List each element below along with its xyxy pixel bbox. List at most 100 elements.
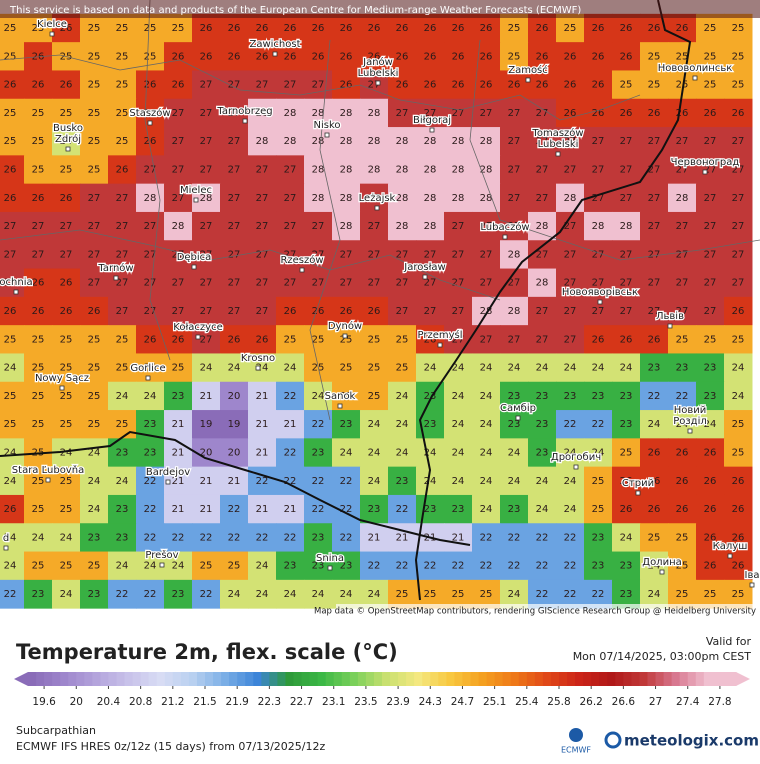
temp-value: 26	[312, 51, 325, 62]
city-label: Leżajsk	[359, 193, 396, 204]
temp-cell	[584, 13, 613, 43]
temp-cell	[52, 296, 81, 326]
temp-cell	[248, 551, 277, 581]
temp-value: 23	[88, 532, 101, 543]
temp-cell	[248, 523, 277, 553]
temp-value: 23	[508, 419, 521, 430]
temp-cell	[164, 127, 193, 156]
temp-cell	[164, 211, 193, 241]
temp-cell	[360, 268, 389, 298]
temp-value: 28	[312, 108, 325, 119]
temp-cell	[108, 183, 137, 213]
temp-value: 28	[480, 165, 493, 176]
temp-value: 27	[620, 193, 633, 204]
city-dot	[659, 569, 665, 575]
temp-value: 27	[256, 306, 269, 317]
temp-cell	[668, 240, 697, 270]
temp-value: 25	[704, 589, 717, 600]
temp-cell	[612, 551, 641, 581]
temp-cell	[332, 410, 361, 439]
temp-value: 27	[228, 136, 241, 147]
temp-value: 25	[32, 504, 45, 515]
temp-value: 25	[60, 476, 73, 487]
temp-cell	[248, 211, 277, 241]
city-dot	[272, 51, 278, 57]
temp-cell	[584, 127, 613, 156]
temp-value: 22	[172, 532, 185, 543]
city-label: Tarnobrzeg	[216, 106, 272, 117]
brand[interactable]: meteologix.com	[624, 732, 759, 750]
temp-value: 26	[60, 278, 73, 289]
temp-cell	[52, 98, 81, 128]
temp-value: 22	[396, 561, 409, 572]
city-label: Долина	[642, 557, 682, 568]
temp-value: 27	[704, 306, 717, 317]
temp-value: 21	[172, 448, 185, 459]
temp-value: 24	[704, 419, 717, 430]
colorbar-segment	[559, 672, 568, 686]
temp-cell	[640, 127, 669, 156]
temp-cell	[360, 551, 389, 581]
temp-cell	[612, 240, 641, 270]
temp-cell	[80, 268, 109, 298]
temp-value: 24	[4, 363, 17, 374]
temp-value: 27	[508, 136, 521, 147]
temp-value: 20	[200, 448, 213, 459]
temp-cell	[640, 268, 669, 298]
temp-cell	[556, 183, 585, 213]
temp-value: 25	[368, 391, 381, 402]
temp-value: 27	[116, 306, 129, 317]
temp-cell	[696, 325, 725, 354]
temp-cell	[528, 466, 557, 496]
temp-cell	[332, 240, 361, 270]
temp-cell	[0, 466, 25, 496]
temp-cell	[668, 579, 697, 609]
temp-cell	[696, 381, 725, 411]
temp-value: 27	[368, 80, 381, 91]
temp-value: 26	[564, 80, 577, 91]
temp-cell	[696, 466, 725, 496]
city-dot	[299, 267, 305, 273]
temp-value: 23	[116, 448, 129, 459]
temp-value: 23	[592, 391, 605, 402]
temp-value: 28	[508, 306, 521, 317]
city-dot	[437, 342, 443, 348]
temp-value: 25	[340, 363, 353, 374]
temp-cell	[696, 410, 725, 439]
temp-cell	[388, 438, 417, 468]
temp-value: 26	[704, 476, 717, 487]
admin-border	[144, 0, 171, 361]
temp-cell	[360, 494, 389, 524]
colorbar-segment	[221, 672, 230, 686]
temp-cell	[556, 523, 585, 553]
temp-cell	[24, 523, 53, 553]
colorbar-label: 23.5	[354, 696, 377, 708]
temp-cell	[556, 98, 585, 128]
temp-cell	[444, 523, 473, 553]
temp-cell	[136, 211, 165, 241]
temp-cell	[500, 127, 529, 156]
temp-value: 24	[396, 419, 409, 430]
temp-value: 25	[144, 23, 157, 34]
city-dot	[195, 334, 201, 340]
colorbar-arrow-left	[14, 672, 28, 686]
temp-value: 27	[228, 221, 241, 232]
temp-cell	[164, 268, 193, 298]
colorbar-segment	[470, 672, 480, 686]
temp-value: 25	[60, 419, 73, 430]
temp-value: 26	[536, 51, 549, 62]
temp-cell	[416, 155, 445, 185]
temp-cell	[472, 240, 501, 270]
temp-cell	[24, 13, 53, 43]
temp-value: 23	[536, 448, 549, 459]
temp-cell	[724, 466, 753, 496]
temp-value: 26	[4, 193, 17, 204]
temp-cell	[388, 183, 417, 213]
temp-cell	[192, 410, 221, 439]
temp-value: 26	[676, 108, 689, 119]
temp-value: 23	[32, 589, 45, 600]
temp-cell	[360, 438, 389, 468]
temp-cell	[248, 13, 277, 43]
temp-cell	[332, 438, 361, 468]
temp-cell	[640, 438, 669, 468]
